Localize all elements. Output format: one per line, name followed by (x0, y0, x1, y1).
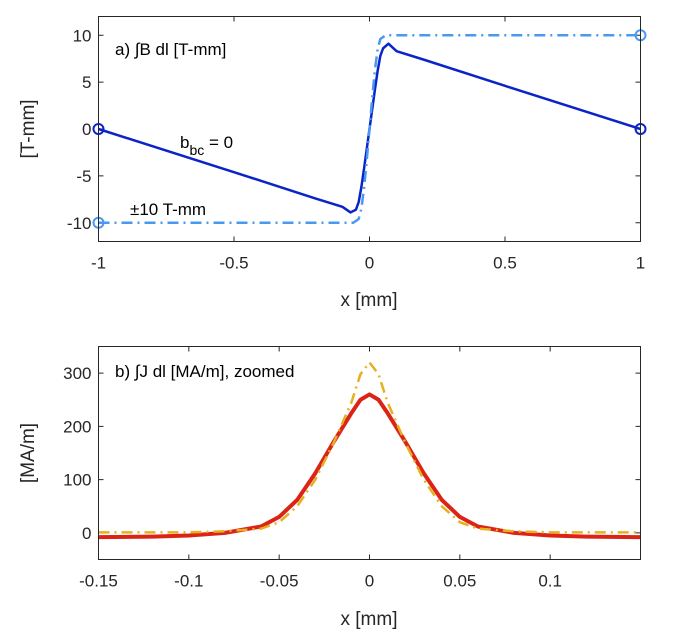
panel-b-ytick-label: 200 (63, 417, 91, 436)
panel-b-ytick-label: 300 (63, 364, 91, 383)
panel-a-ytick-label: 0 (82, 120, 91, 139)
panel-b-ticks: -0.15 -0.1 -0.05 0 0.05 0.1 300 200 100 0 (63, 346, 641, 591)
panel-a-xtick-label: -0.5 (219, 254, 248, 273)
panel-a-xlabel: x [mm] (341, 290, 398, 311)
panel-b-xtick-label: 0.1 (538, 572, 562, 591)
panel-b-xlabel: x [mm] (341, 609, 398, 630)
panel-b-ytick-label: 0 (82, 524, 91, 543)
panel-a-series (92, 29, 647, 229)
panel-b-series (98, 361, 641, 540)
panel-b-ytick-label: 100 (63, 471, 91, 490)
panel-a-ytick-label: -5 (76, 167, 91, 186)
panel-b-ylabel: [MA/m] (18, 423, 39, 483)
panel-b-title: b) ∫J dl [MA/m], zoomed (115, 362, 294, 381)
panel-a-ylabel: [T-mm] (18, 99, 39, 158)
panel-b-xtick-label: -0.15 (79, 572, 118, 591)
panel-b-xtick-label: 0.05 (443, 572, 476, 591)
panel-a-ytick-label: 5 (82, 73, 91, 92)
panel-b-xtick-label: 0 (365, 572, 374, 591)
panel-b-axes-frame (98, 346, 641, 560)
panel-b: -0.15 -0.1 -0.05 0 0.05 0.1 300 200 100 0 b) ∫J d… (18, 346, 641, 630)
bbc-subscript: bc (189, 142, 204, 158)
panel-a-bbc-label: bbc = 0 (180, 133, 233, 158)
panel-a-xtick-label: 0.5 (493, 254, 517, 273)
panel-a-ytick-label: -10 (67, 214, 92, 233)
panel-a-xtick-label: 0 (365, 254, 374, 273)
panel-a-title: a) ∫B dl [T-mm] (115, 40, 226, 59)
bbc-main: b (180, 133, 189, 152)
panel-b-series-dashdot-line (98, 361, 641, 534)
bbc-rest: = 0 (204, 133, 233, 152)
panel-a-axes-frame (98, 16, 641, 242)
panel-a-xtick-label: 1 (636, 254, 645, 273)
panel-a-series-dashdot-line (98, 34, 641, 224)
panel-a-xtick-label: -1 (91, 254, 106, 273)
panel-a-ytick-label: 10 (73, 26, 92, 45)
panel-a-pm-label: ±10 T-mm (130, 200, 206, 219)
panel-b-xtick-label: -0.1 (174, 572, 203, 591)
panel-a: -1 -0.5 0 0.5 1 10 5 0 -5 -10 a) ∫B dl [T-mm] bbc… (18, 16, 647, 311)
panel-b-xtick-label: -0.05 (260, 572, 299, 591)
panel-b-series-solid-line (98, 392, 641, 540)
